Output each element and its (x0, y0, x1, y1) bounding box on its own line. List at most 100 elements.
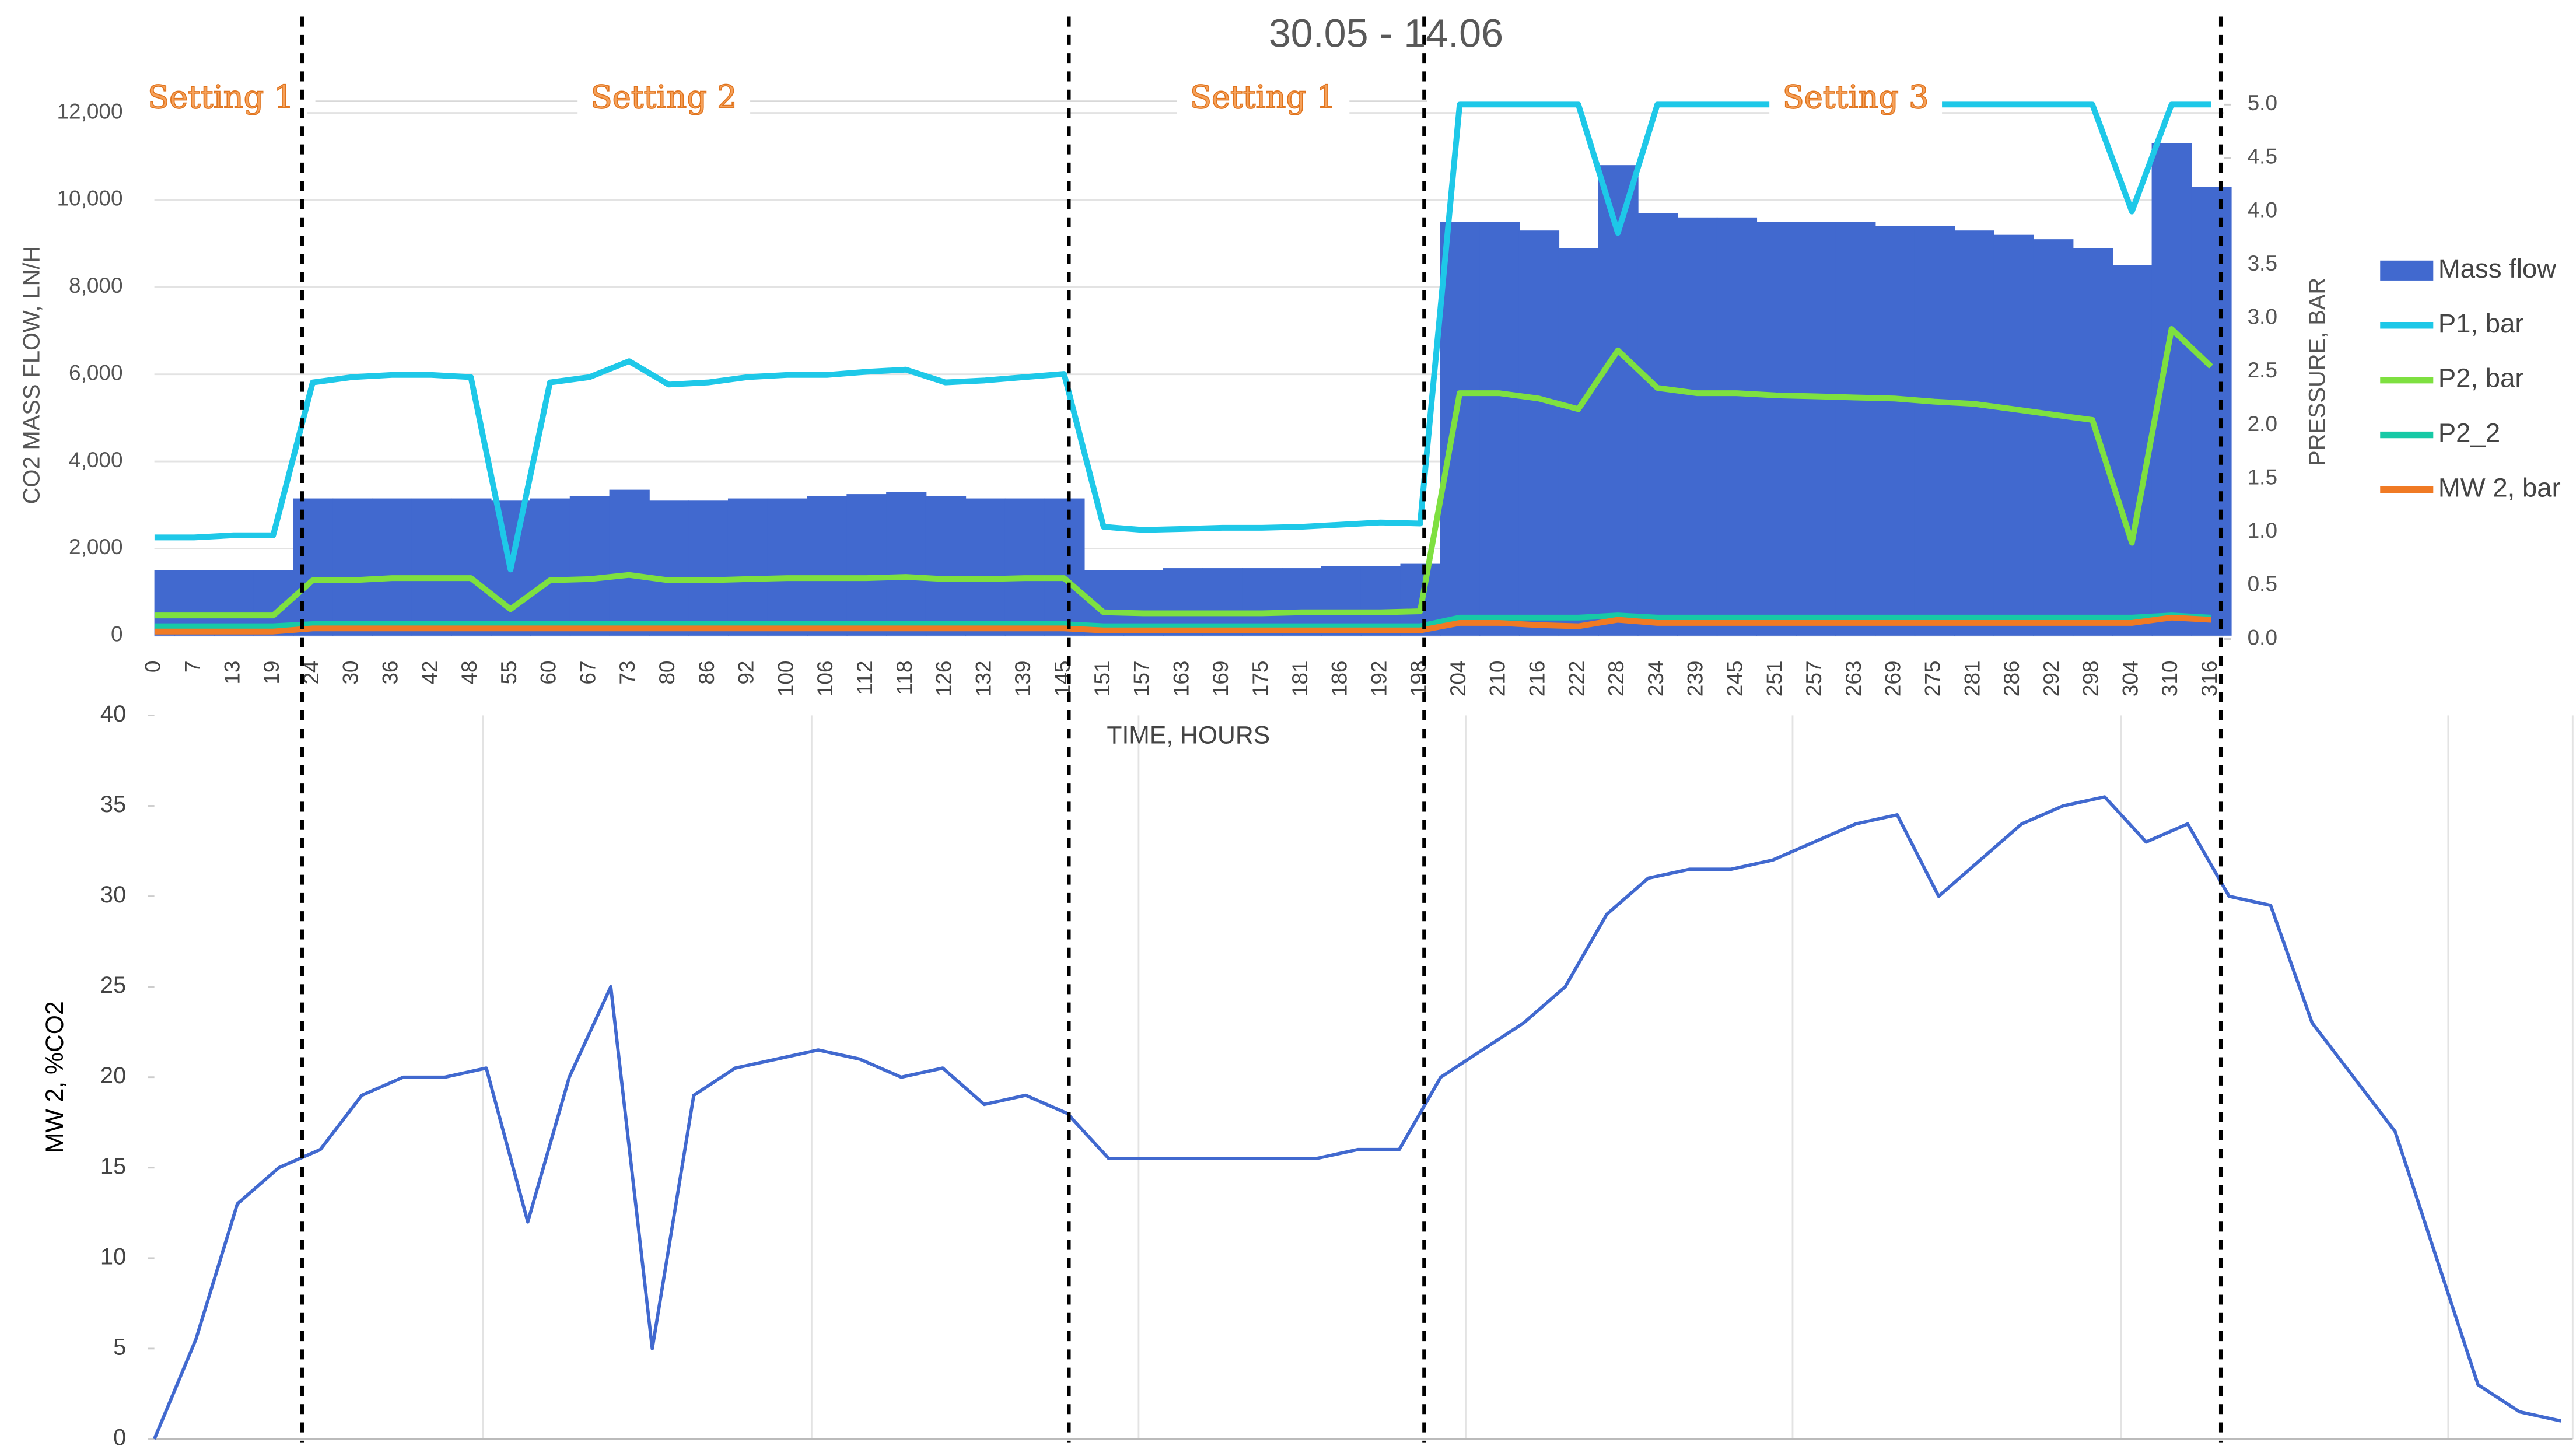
x-tick-label: 7 (181, 661, 205, 673)
bar (569, 496, 611, 636)
x-tick-label: 118 (892, 661, 916, 695)
x-tick-label: 100 (774, 661, 797, 697)
y-tick-label: 4,000 (69, 448, 123, 472)
x-tick-label: 112 (853, 661, 877, 695)
bar (649, 500, 690, 636)
x-tick-label: 0 (141, 661, 165, 673)
annotation-bg (134, 79, 307, 123)
x-tick-label: 304 (2118, 661, 2142, 697)
x-tick-label: 169 (1209, 661, 1233, 697)
y-tick-label: 10 (100, 1244, 126, 1269)
x-tick-label: 163 (1169, 661, 1193, 697)
x-tick-label: 19 (260, 661, 284, 685)
bar (767, 498, 808, 636)
series-line (154, 612, 2211, 629)
x-tick-label: 175 (1248, 661, 1272, 697)
x-tick-label: 132 (971, 661, 995, 697)
y-tick-label: 0 (111, 622, 123, 646)
annotation: Setting 1 (148, 79, 294, 115)
bar (688, 500, 729, 636)
bar (1440, 222, 1480, 636)
x-tick-label: 145 (1051, 661, 1074, 697)
legend-label: MW 2, bar (2438, 472, 2561, 502)
bar (1835, 222, 1876, 636)
x-tick-label: 263 (1842, 661, 1866, 697)
annotation: Setting 1 (1190, 79, 1336, 115)
bar (2072, 248, 2113, 636)
y2-tick-label: 4.0 (2248, 198, 2277, 222)
bar (372, 498, 413, 636)
y-tick-label: 20 (100, 1063, 126, 1088)
y-tick-label: 35 (100, 792, 126, 817)
x-tick-label: 30 (339, 661, 363, 685)
bar (2191, 187, 2232, 636)
x-tick-label: 92 (734, 661, 758, 685)
bar (609, 489, 650, 636)
chart-title: 30.05 - 14.06 (1269, 12, 1503, 56)
x-tick-label: 310 (2158, 661, 2182, 697)
x-tick-label: 234 (1644, 661, 1668, 697)
bar (1756, 222, 1797, 636)
y2-tick-label: 0.0 (2248, 625, 2277, 649)
bar (807, 496, 848, 636)
y2-tick-label: 1.0 (2248, 519, 2277, 542)
bar (293, 498, 334, 636)
x-tick-label: 239 (1684, 661, 1707, 697)
x-tick-label: 55 (497, 661, 521, 685)
series-line (154, 326, 2213, 619)
y-tick-label: 12,000 (57, 99, 123, 123)
x-tick-label: 67 (576, 661, 600, 685)
x-tick-label: 210 (1486, 661, 1510, 697)
y-tick-label: 6,000 (69, 360, 123, 384)
annotation: Setting 2 (591, 79, 737, 115)
legend-label: P2, bar (2438, 363, 2524, 393)
y-tick-label: 5 (113, 1334, 126, 1360)
x-tick-label: 245 (1723, 661, 1746, 697)
x-tick-label: 60 (537, 661, 561, 685)
bar (1044, 498, 1085, 636)
y2-tick-label: 5.0 (2248, 91, 2277, 115)
bar (1796, 222, 1836, 636)
bar (925, 496, 967, 636)
bar (1875, 226, 1916, 636)
x-tick-label: 298 (2079, 661, 2103, 697)
bar (2112, 265, 2152, 636)
y-tick-label: 30 (100, 882, 126, 908)
bar (2033, 239, 2074, 636)
x-tick-label: 198 (1406, 661, 1430, 697)
bar (332, 498, 373, 636)
annotation-bg (578, 79, 751, 123)
series-line (152, 795, 2562, 1440)
y-tick-label: 8,000 (69, 274, 123, 297)
bar (1479, 222, 1520, 636)
x-tick-label: 192 (1367, 661, 1391, 697)
x-tick-label: 316 (2197, 661, 2221, 697)
bar (1914, 226, 1955, 636)
legend-label: P1, bar (2438, 309, 2524, 338)
bar (1993, 234, 2034, 636)
bar (411, 498, 452, 636)
y-tick-label: 25 (100, 972, 126, 998)
y-tick-label: 40 (100, 701, 126, 727)
y-tick-label: 2,000 (69, 535, 123, 559)
series-line (154, 614, 2211, 635)
x-axis-title: TIME, HOURS (1107, 722, 1270, 750)
y-tick-label: 15 (100, 1153, 126, 1179)
y2-tick-label: 3.0 (2248, 305, 2277, 329)
legend-swatch (2380, 260, 2434, 281)
annotation: Setting 3 (1783, 79, 1929, 115)
x-tick-label: 157 (1130, 661, 1154, 697)
bar (846, 494, 887, 636)
x-tick-label: 286 (2000, 661, 2024, 697)
legend-label: P2_2 (2438, 418, 2500, 448)
x-tick-label: 216 (1525, 661, 1549, 697)
y2-tick-label: 3.5 (2248, 251, 2277, 275)
x-tick-label: 73 (615, 661, 639, 685)
x-tick-label: 86 (695, 661, 719, 685)
bar (1716, 217, 1758, 636)
x-tick-label: 48 (457, 661, 481, 685)
x-grid (154, 715, 2574, 1440)
y2-tick-label: 1.5 (2248, 465, 2277, 489)
x-tick-label: 257 (1802, 661, 1826, 697)
bar (530, 498, 571, 636)
